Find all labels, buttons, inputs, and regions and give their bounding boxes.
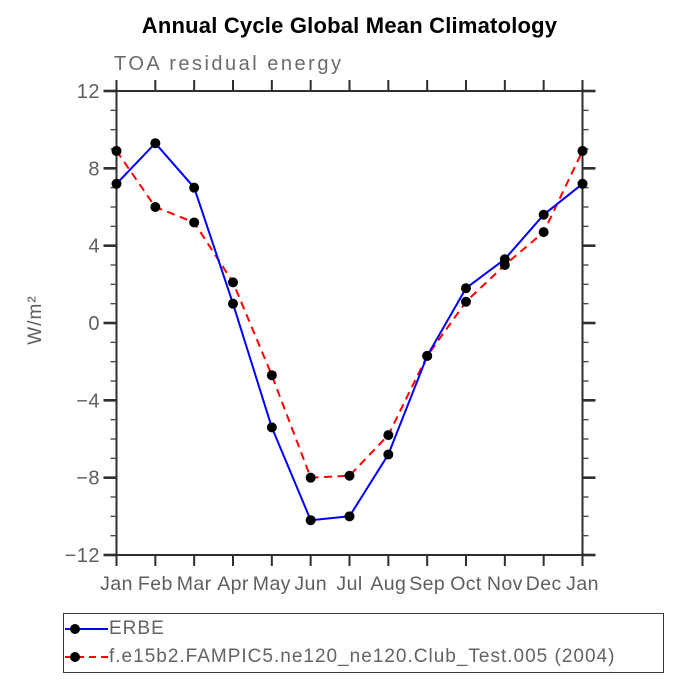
- svg-text:Jan: Jan: [100, 573, 133, 595]
- svg-text:−12: −12: [65, 545, 100, 567]
- svg-text:Jul: Jul: [336, 573, 362, 595]
- plot-frame: [115, 90, 584, 556]
- svg-text:−8: −8: [76, 468, 100, 490]
- svg-text:Nov: Nov: [487, 573, 523, 595]
- x-ticks: [115, 80, 584, 566]
- model-line: [115, 150, 584, 479]
- svg-text:May: May: [253, 573, 291, 595]
- chart-title: Annual Cycle Global Mean Climatology: [141, 13, 558, 38]
- svg-text:12: 12: [77, 81, 100, 103]
- erbe-line-sample-icon: [65, 624, 108, 634]
- svg-text:Mar: Mar: [177, 573, 212, 595]
- model-markers: [111, 145, 588, 483]
- svg-text:Feb: Feb: [138, 573, 173, 595]
- legend-item-model: f.e15b2.FAMPIC5.ne120_ne120.Club_Test.00…: [64, 643, 663, 671]
- svg-text:0: 0: [88, 313, 100, 335]
- erbe-markers: [111, 138, 588, 526]
- legend-label-model: f.e15b2.FAMPIC5.ne120_ne120.Club_Test.00…: [109, 646, 616, 667]
- y-ticks: [103, 89, 596, 557]
- svg-text:Jan: Jan: [566, 573, 599, 595]
- svg-text:4: 4: [88, 236, 100, 258]
- legend-label-erbe: ERBE: [109, 618, 165, 639]
- model-line-sample-icon: [65, 652, 108, 662]
- erbe-line: [115, 142, 584, 522]
- legend-item-erbe: ERBE: [64, 615, 663, 643]
- svg-text:8: 8: [88, 158, 100, 180]
- x-tick-labels: Jan Feb Mar Apr May Jun Jul Aug Sep Oct Nov Dec Jan: [100, 573, 599, 595]
- svg-text:Apr: Apr: [217, 573, 249, 595]
- svg-text:Aug: Aug: [370, 573, 406, 595]
- svg-text:Jun: Jun: [294, 573, 327, 595]
- svg-text:−4: −4: [76, 390, 100, 412]
- y-tick-labels: 12 8 4 0 −4 −8 −12: [65, 81, 100, 567]
- chart-subtitle: TOA residual energy: [114, 53, 344, 75]
- svg-text:Oct: Oct: [450, 573, 482, 595]
- svg-text:Sep: Sep: [409, 573, 445, 595]
- legend: ERBE f.e15b2.FAMPIC5.ne120_ne120.Club_Te…: [63, 613, 664, 673]
- svg-text:Dec: Dec: [526, 573, 562, 595]
